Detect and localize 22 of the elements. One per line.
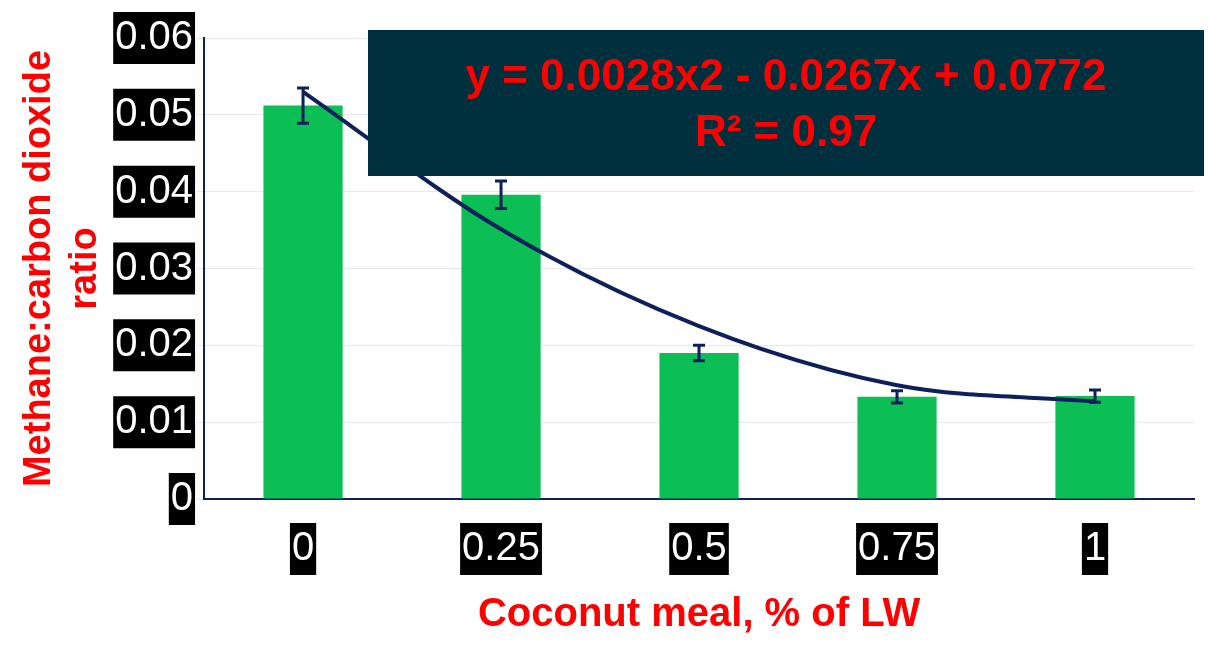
x-tick-label: 0 bbox=[291, 524, 315, 569]
x-tick-label: 1 bbox=[1083, 524, 1107, 569]
x-tick-label: 0.75 bbox=[858, 524, 936, 569]
y-tick-label: 0.06 bbox=[115, 13, 194, 58]
x-axis-title: Coconut meal, % of LW bbox=[477, 590, 921, 635]
bar bbox=[263, 105, 343, 499]
annotation: y = 0.0028x2 - 0.0267x + 0.0772 bbox=[465, 49, 1107, 101]
x-tick-label: 0.5 bbox=[671, 524, 727, 569]
bar bbox=[857, 396, 937, 499]
y-tick-label: 0.05 bbox=[115, 89, 194, 134]
x-tick-label: 0.25 bbox=[462, 524, 540, 569]
y-tick-label: 0.02 bbox=[115, 320, 194, 365]
bar bbox=[1055, 396, 1135, 499]
y-axis-title: Methane:carbon dioxide ratio bbox=[16, 49, 104, 488]
y-tick-label: 0.01 bbox=[115, 397, 194, 442]
text-box: y = 0.0028x2 - 0.0267x + 0.0772 R² = 0.97 bbox=[368, 30, 1204, 176]
annotation: R² = 0.97 bbox=[694, 105, 878, 157]
y-tick-label: 0 bbox=[170, 474, 194, 519]
bar bbox=[659, 353, 739, 499]
y-tick-label: 0.03 bbox=[115, 243, 194, 288]
bar bbox=[461, 194, 541, 499]
y-tick-label: 0.04 bbox=[115, 166, 194, 211]
